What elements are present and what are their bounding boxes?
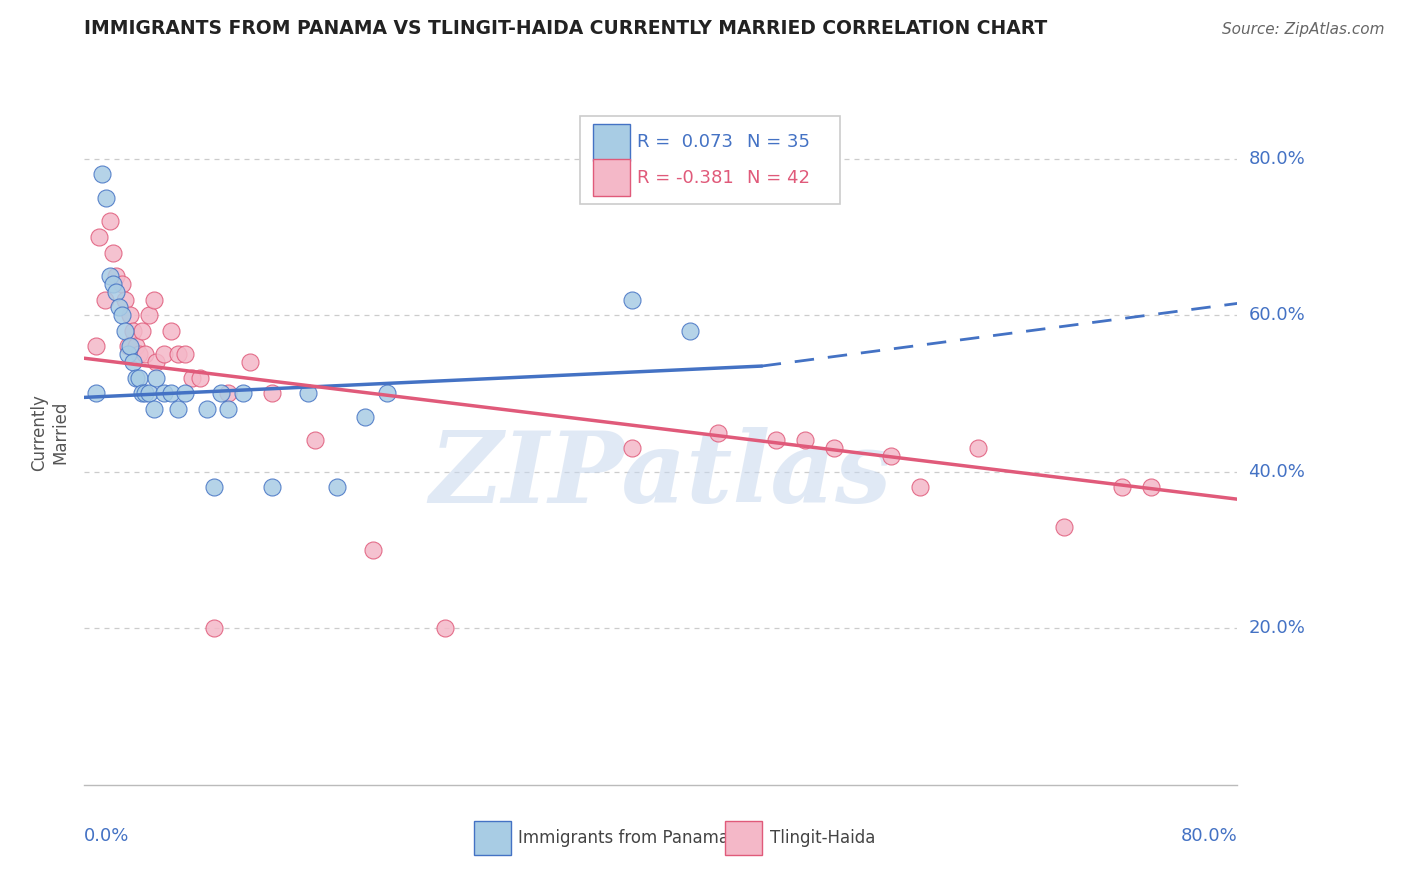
Point bbox=[134, 347, 156, 361]
Point bbox=[125, 371, 148, 385]
Point bbox=[142, 402, 165, 417]
Point bbox=[260, 386, 283, 401]
Point bbox=[202, 621, 225, 635]
Text: 80.0%: 80.0% bbox=[1181, 827, 1237, 845]
Point bbox=[765, 434, 787, 448]
Point bbox=[134, 386, 156, 401]
Point bbox=[621, 442, 644, 456]
Point bbox=[98, 268, 121, 283]
Point bbox=[114, 324, 136, 338]
Point bbox=[84, 339, 107, 353]
Point bbox=[108, 301, 131, 315]
Point bbox=[105, 268, 128, 283]
Point bbox=[152, 386, 174, 401]
Point bbox=[195, 402, 218, 417]
Text: Source: ZipAtlas.com: Source: ZipAtlas.com bbox=[1222, 22, 1385, 37]
Point bbox=[232, 386, 254, 401]
Point bbox=[823, 442, 845, 456]
Point bbox=[111, 277, 134, 291]
Point bbox=[105, 285, 128, 299]
Point bbox=[142, 293, 165, 307]
Text: R =  0.073: R = 0.073 bbox=[637, 133, 733, 152]
Point bbox=[160, 324, 183, 338]
Point bbox=[361, 543, 384, 558]
Text: R = -0.381: R = -0.381 bbox=[637, 169, 734, 186]
Point bbox=[125, 339, 148, 353]
Point bbox=[98, 214, 121, 228]
Text: Tlingit-Haida: Tlingit-Haida bbox=[770, 829, 876, 847]
Point bbox=[131, 324, 153, 338]
FancyBboxPatch shape bbox=[581, 116, 839, 203]
Point bbox=[120, 339, 142, 353]
Point bbox=[122, 355, 145, 369]
Point bbox=[239, 355, 262, 369]
Point bbox=[152, 347, 174, 361]
Text: Immigrants from Panama: Immigrants from Panama bbox=[517, 829, 728, 847]
Point bbox=[160, 386, 183, 401]
Point bbox=[120, 308, 142, 322]
Point bbox=[433, 621, 456, 635]
Point bbox=[93, 293, 115, 307]
Point bbox=[1053, 519, 1076, 533]
Point bbox=[304, 434, 326, 448]
Point bbox=[260, 480, 283, 494]
Point bbox=[138, 308, 160, 322]
Point bbox=[117, 347, 139, 361]
Point bbox=[794, 434, 817, 448]
Point bbox=[117, 339, 139, 353]
Point bbox=[218, 386, 240, 401]
Text: N = 42: N = 42 bbox=[748, 169, 810, 186]
Point bbox=[114, 293, 136, 307]
Point bbox=[202, 480, 225, 494]
Point bbox=[181, 371, 204, 385]
FancyBboxPatch shape bbox=[593, 124, 630, 161]
Point bbox=[679, 324, 702, 338]
Point bbox=[103, 277, 124, 291]
Text: IMMIGRANTS FROM PANAMA VS TLINGIT-HAIDA CURRENTLY MARRIED CORRELATION CHART: IMMIGRANTS FROM PANAMA VS TLINGIT-HAIDA … bbox=[84, 19, 1047, 38]
Point bbox=[1140, 480, 1163, 494]
Point bbox=[967, 442, 990, 456]
Point bbox=[145, 355, 167, 369]
FancyBboxPatch shape bbox=[725, 821, 762, 855]
Text: N = 35: N = 35 bbox=[748, 133, 810, 152]
Point bbox=[375, 386, 398, 401]
FancyBboxPatch shape bbox=[593, 159, 630, 196]
Point bbox=[297, 386, 319, 401]
Point bbox=[128, 371, 150, 385]
Point bbox=[145, 371, 167, 385]
Point bbox=[128, 347, 150, 361]
Point bbox=[111, 308, 134, 322]
Point bbox=[87, 230, 110, 244]
Point bbox=[174, 386, 197, 401]
Text: 80.0%: 80.0% bbox=[1249, 150, 1305, 168]
Text: Currently
Married: Currently Married bbox=[31, 394, 69, 471]
Text: 40.0%: 40.0% bbox=[1249, 463, 1305, 481]
Point bbox=[188, 371, 211, 385]
Point bbox=[90, 167, 112, 181]
Point bbox=[880, 449, 903, 463]
Text: 20.0%: 20.0% bbox=[1249, 619, 1305, 638]
Point bbox=[167, 402, 190, 417]
Point bbox=[167, 347, 190, 361]
Text: 0.0%: 0.0% bbox=[84, 827, 129, 845]
Point bbox=[1111, 480, 1133, 494]
Point bbox=[707, 425, 730, 440]
FancyBboxPatch shape bbox=[474, 821, 510, 855]
Point bbox=[138, 386, 160, 401]
Point bbox=[131, 386, 153, 401]
Text: 60.0%: 60.0% bbox=[1249, 306, 1305, 324]
Point bbox=[218, 402, 240, 417]
Point bbox=[325, 480, 347, 494]
Point bbox=[910, 480, 932, 494]
Point bbox=[621, 293, 644, 307]
Text: ZIPatlas: ZIPatlas bbox=[430, 426, 891, 523]
Point bbox=[209, 386, 232, 401]
Point bbox=[354, 409, 377, 424]
Point bbox=[103, 245, 124, 260]
Point bbox=[122, 324, 145, 338]
Point bbox=[94, 191, 117, 205]
Point bbox=[84, 386, 107, 401]
Point bbox=[174, 347, 197, 361]
